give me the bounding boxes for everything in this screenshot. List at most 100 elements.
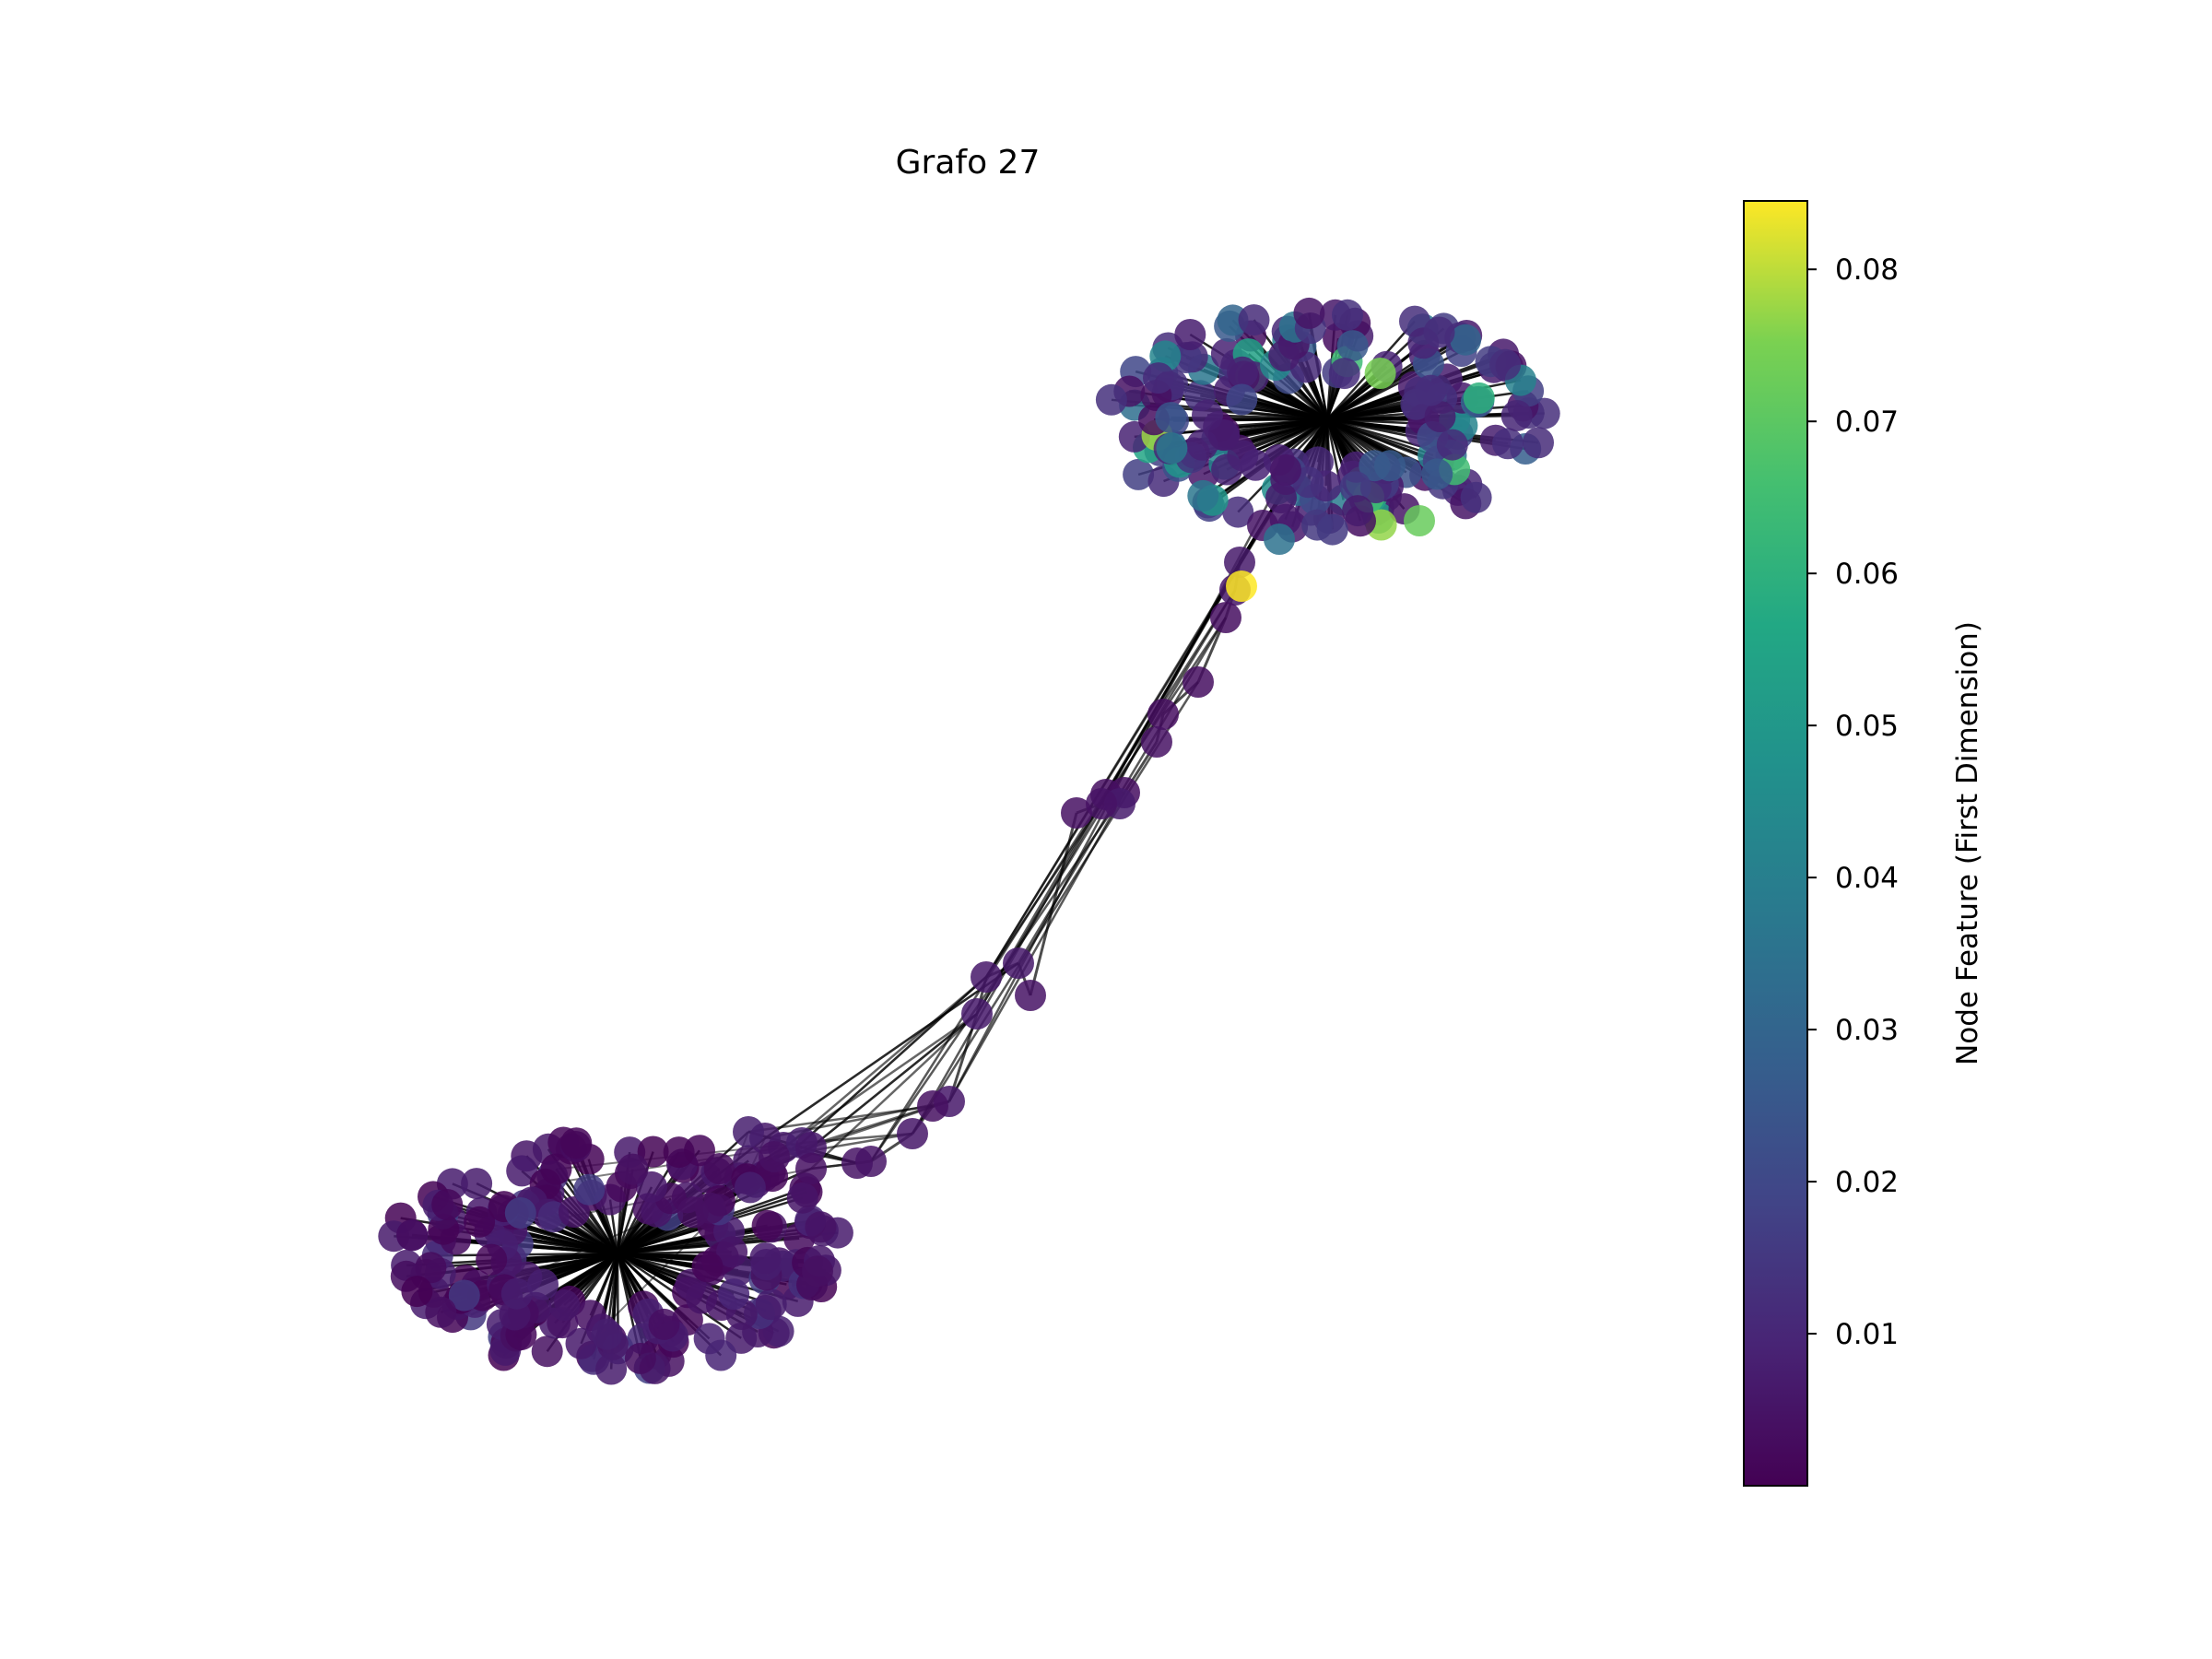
graph-node xyxy=(1336,330,1369,362)
graph-node xyxy=(1174,319,1206,350)
graph-node xyxy=(1264,524,1295,555)
graph-node xyxy=(786,1182,818,1214)
graph-node xyxy=(1227,356,1258,388)
graph-node xyxy=(476,1243,508,1276)
colorbar-tick-label: 0.01 xyxy=(1835,1318,1899,1351)
graph-node xyxy=(1423,316,1455,348)
graph-node xyxy=(1500,400,1533,431)
graph-node xyxy=(805,1211,837,1243)
graph-node xyxy=(573,1173,606,1206)
graph-node xyxy=(1187,479,1219,512)
graph-node xyxy=(1211,453,1243,486)
network-graph xyxy=(378,297,1560,1385)
graph-edge xyxy=(747,1104,934,1134)
graph-node xyxy=(1226,383,1258,416)
colorbar-tick-label: 0.05 xyxy=(1835,710,1899,743)
colorbar-tick-label: 0.02 xyxy=(1835,1166,1899,1199)
graph-node xyxy=(755,1288,787,1321)
graph-node xyxy=(637,1135,669,1168)
graph-node xyxy=(751,1209,783,1241)
graph-node xyxy=(703,1153,735,1184)
graph-node xyxy=(464,1206,496,1238)
graph-edge xyxy=(810,1013,978,1148)
graph-node xyxy=(961,998,993,1030)
graph-node xyxy=(705,1339,737,1371)
graph-node xyxy=(1436,429,1468,461)
graph-node xyxy=(1222,496,1254,528)
chart-title: Grafo 27 xyxy=(896,144,1041,182)
graph-node xyxy=(1460,481,1492,513)
graph-node xyxy=(1224,547,1255,578)
graph-node xyxy=(733,1116,764,1147)
graph-node xyxy=(560,1127,593,1159)
graph-node xyxy=(1208,419,1241,451)
graph-node xyxy=(1182,666,1214,698)
colorbar-gradient xyxy=(1743,200,1808,1487)
colorbar-tick-label: 0.08 xyxy=(1835,253,1899,287)
graph-node xyxy=(1404,505,1435,536)
graph-edge xyxy=(1326,338,1466,421)
graph-node xyxy=(617,1153,649,1185)
graph-edge xyxy=(810,1013,978,1170)
graph-node xyxy=(1061,797,1092,829)
graph-node xyxy=(663,1136,695,1169)
graph-node xyxy=(1265,482,1297,513)
colorbar-label: Node Feature (First Dimension) xyxy=(1951,621,1984,1065)
graph-edge xyxy=(911,681,1200,1135)
graph-edge xyxy=(947,792,1126,1102)
graph-node xyxy=(1342,495,1374,527)
colorbar-tick-label: 0.04 xyxy=(1835,862,1899,895)
graph-node xyxy=(1364,358,1396,389)
graph-node xyxy=(624,1342,656,1374)
colorbar: 0.01 0.02 0.03 0.04 0.05 0.06 0.07 0.08 Node Fe… xyxy=(1743,200,1984,1487)
graph-node xyxy=(425,1296,457,1328)
graph-node xyxy=(401,1276,433,1308)
graph-node xyxy=(1316,513,1348,546)
graph-node xyxy=(1095,383,1127,416)
graph-node xyxy=(428,1213,460,1245)
graph-node xyxy=(591,1318,623,1350)
graph-node xyxy=(1450,324,1482,356)
colorbar-ticks: 0.01 0.02 0.03 0.04 0.05 0.06 0.07 0.08 xyxy=(1807,253,1899,1351)
graph-node xyxy=(1328,358,1360,390)
graph-node xyxy=(971,961,1002,993)
graph-node xyxy=(1238,304,1270,336)
graph-node xyxy=(1123,458,1155,490)
graph-node xyxy=(1374,450,1406,482)
colorbar-tick-label: 0.06 xyxy=(1835,558,1899,591)
graph-node xyxy=(1156,432,1188,465)
graph-node xyxy=(1421,458,1453,490)
graph-edge xyxy=(782,1012,978,1149)
graph-edge xyxy=(764,961,1019,1140)
graph-node xyxy=(1003,947,1034,979)
graph-node xyxy=(1339,471,1371,503)
graph-node xyxy=(531,1335,563,1368)
graph-node xyxy=(1147,699,1179,730)
graph-node xyxy=(1332,299,1363,331)
graph-node xyxy=(448,1279,480,1312)
graph-node xyxy=(1141,726,1172,758)
graph-node xyxy=(500,1277,533,1310)
graph-node xyxy=(677,1196,709,1229)
graph-node xyxy=(1293,297,1325,329)
graph-node xyxy=(1143,362,1174,394)
nodes xyxy=(378,297,1560,1385)
graph-edge xyxy=(617,1252,735,1296)
graph-node xyxy=(648,1308,680,1340)
graph-node xyxy=(1489,348,1522,381)
graph-node xyxy=(749,1242,782,1274)
graph-node xyxy=(565,1327,597,1359)
graph-node xyxy=(716,1236,748,1268)
graph-node xyxy=(1226,571,1257,602)
graph-node xyxy=(734,1171,766,1204)
graph-node xyxy=(1240,449,1272,481)
graph-node xyxy=(1015,980,1046,1011)
graph-node xyxy=(1210,602,1241,633)
graph-node xyxy=(548,1289,581,1321)
graph-node xyxy=(1086,788,1117,819)
graph-node xyxy=(504,1197,536,1229)
graph-node xyxy=(1424,401,1456,432)
graph-node xyxy=(1415,374,1447,406)
graph-node xyxy=(1155,402,1187,434)
